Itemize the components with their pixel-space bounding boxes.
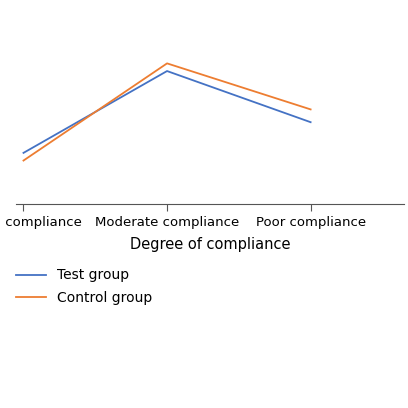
Control group bbox=[164, 61, 169, 66]
Control group bbox=[308, 107, 313, 112]
Line: Control group: Control group bbox=[24, 63, 310, 160]
Legend: Test group, Control group: Test group, Control group bbox=[16, 268, 153, 305]
Test group bbox=[21, 151, 26, 155]
Test group bbox=[308, 120, 313, 124]
Line: Test group: Test group bbox=[24, 71, 310, 153]
X-axis label: Degree of compliance: Degree of compliance bbox=[130, 237, 290, 252]
Test group bbox=[164, 69, 169, 73]
Control group bbox=[21, 158, 26, 163]
